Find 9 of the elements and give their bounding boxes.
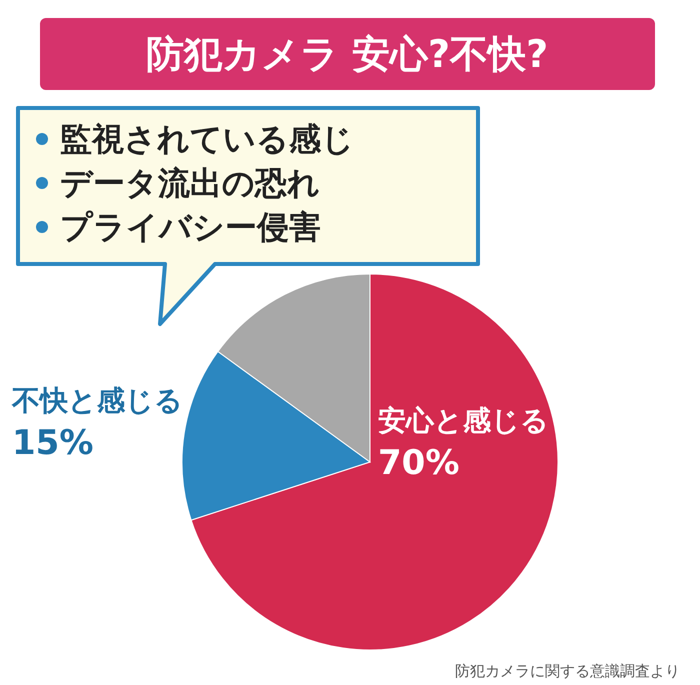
data-label: 70% [378, 443, 460, 483]
slice-label: 安心と感じる [378, 404, 549, 437]
text: 監視されている感じ [60, 120, 354, 158]
text: データ流出の恐れ [60, 164, 320, 202]
text: プライバシー侵害 [60, 208, 321, 246]
chart-title: 防犯カメラ 安心?不快? [146, 32, 548, 76]
text: 防犯カメラに関する意識調査より [455, 662, 680, 680]
slice-label: 不快と感じる [11, 384, 183, 417]
data-label: 15% [12, 423, 94, 463]
